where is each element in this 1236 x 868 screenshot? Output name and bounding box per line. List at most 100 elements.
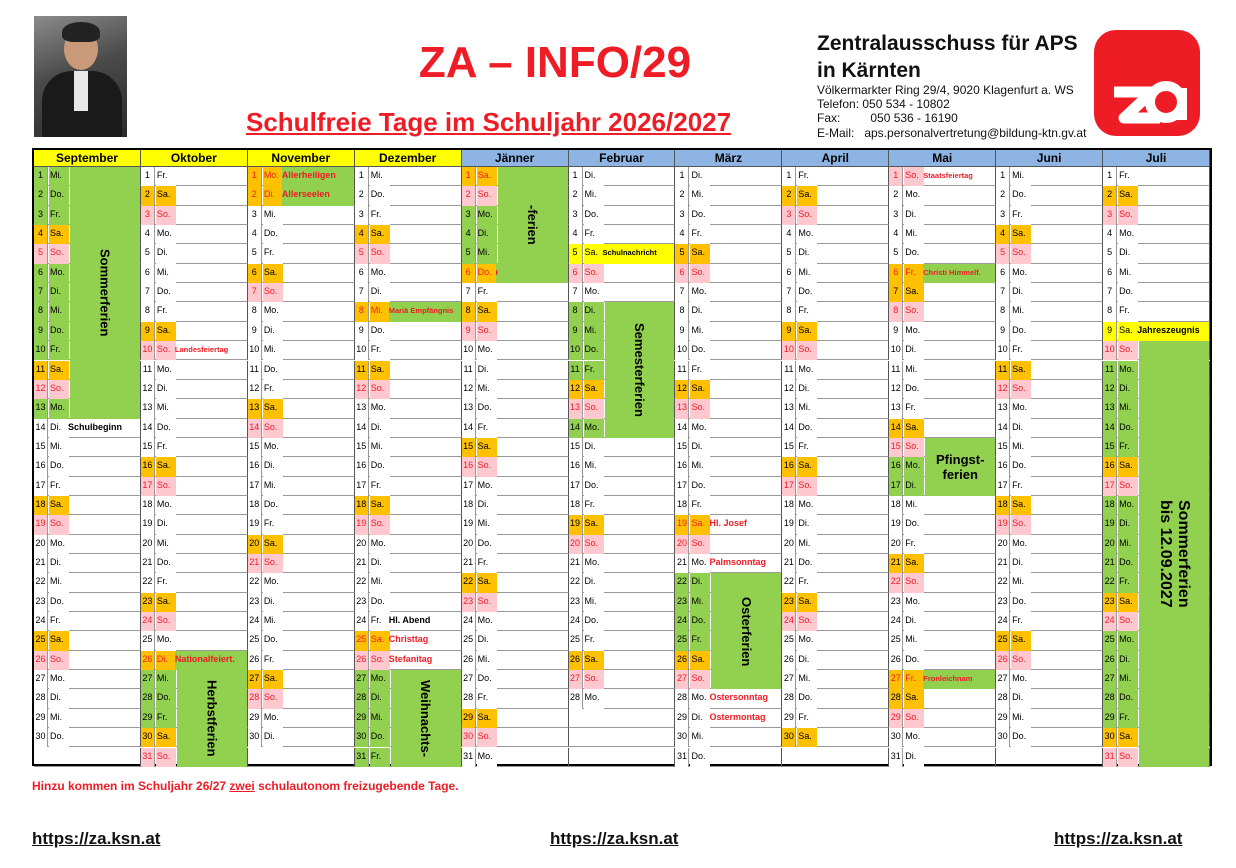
weekday-label: Mo. xyxy=(49,263,69,284)
weekday-label: Sa. xyxy=(904,689,925,709)
weekday-label: Fr. xyxy=(1011,205,1032,226)
day-number: 19 xyxy=(996,515,1011,535)
day-row xyxy=(782,747,890,767)
org-line-2: in Kärnten xyxy=(817,59,921,82)
day-number: 18 xyxy=(889,495,904,516)
day-row xyxy=(996,418,1104,438)
weekday-label: Sa. xyxy=(583,379,604,400)
month-header: Juni xyxy=(996,150,1104,167)
weekday-label: Mo. xyxy=(262,167,283,187)
day-number: 4 xyxy=(675,225,690,245)
day-row xyxy=(140,631,248,651)
day-row xyxy=(675,225,783,245)
day-number: 16 xyxy=(782,457,797,477)
weekday-label: Fr. xyxy=(262,650,283,671)
day-number: 17 xyxy=(140,476,155,496)
day-number: 22 xyxy=(354,573,369,593)
day-row xyxy=(889,244,997,264)
weekday-label: Mo. xyxy=(476,747,497,767)
website-link-right[interactable]: https://za.ksn.at xyxy=(1054,829,1183,848)
page-title: ZA – INFO/29 xyxy=(418,38,692,87)
weekday-label: Sa. xyxy=(797,592,818,613)
weekday-label: Do. xyxy=(155,283,176,303)
weekday-label: Mi. xyxy=(155,534,176,554)
day-number: 5 xyxy=(34,244,48,264)
weekday-label: Fr. xyxy=(1011,476,1032,496)
weekday-label: Mo. xyxy=(1011,534,1032,554)
day-number: 18 xyxy=(782,495,797,516)
day-number: 20 xyxy=(889,534,904,554)
day-row xyxy=(782,437,890,458)
day-row xyxy=(675,205,783,226)
weekday-label: So. xyxy=(155,205,176,226)
weekday-label: Fr. xyxy=(476,554,497,574)
day-number: 3 xyxy=(782,205,797,226)
day-row xyxy=(675,379,783,400)
day-number: 29 xyxy=(996,708,1011,729)
event-label: Christtag xyxy=(388,634,429,645)
weekday-label: Fr. xyxy=(49,341,69,361)
day-number: 16 xyxy=(568,457,583,477)
day-number: 23 xyxy=(354,592,369,613)
day-row xyxy=(354,360,462,380)
weekday-label: Fr. xyxy=(1011,612,1032,632)
weekday-label: Do. xyxy=(1011,728,1032,748)
day-row xyxy=(568,283,676,303)
day-number: 7 xyxy=(568,283,583,303)
day-number: 8 xyxy=(247,302,262,322)
weekday-label: Fr. xyxy=(1118,437,1139,458)
day-row xyxy=(354,399,462,419)
day-number: 21 xyxy=(675,554,690,574)
day-number: 19 xyxy=(34,515,48,535)
day-row xyxy=(354,554,462,574)
day-row xyxy=(247,650,355,671)
event-label: Allerseelen xyxy=(281,186,354,206)
weekday-label: Mo. xyxy=(690,283,711,303)
weekday-label: Do. xyxy=(476,534,497,554)
weekday-label: Mi. xyxy=(797,670,818,690)
day-row xyxy=(354,341,462,361)
day-row xyxy=(889,186,997,206)
day-row xyxy=(247,708,355,729)
day-row xyxy=(675,689,783,709)
weekday-label: Do. xyxy=(369,728,390,748)
weekday-label: Sa. xyxy=(369,360,390,380)
weekday-label: Sa. xyxy=(583,650,604,671)
day-number: 16 xyxy=(675,457,690,477)
day-row xyxy=(34,708,141,729)
day-row xyxy=(461,341,569,361)
day-row xyxy=(568,631,676,651)
weekday-label: Do. xyxy=(1011,457,1032,477)
weekday-label: Di. xyxy=(904,341,925,361)
day-number: 2 xyxy=(889,186,904,206)
weekday-label: Fr. xyxy=(155,573,176,593)
day-row xyxy=(568,167,676,187)
website-link-center[interactable]: https://za.ksn.at xyxy=(550,829,679,848)
weekday-label: Sa. xyxy=(155,457,176,477)
weekday-label: Di. xyxy=(1011,283,1032,303)
day-row xyxy=(247,302,355,322)
school-calendar: September 1 Mi. 2 Do. 3 Fr. 4 Sa. 5 So. 6 Mo. 7 Di. 8 Mi… xyxy=(32,148,1212,767)
day-number: 15 xyxy=(568,437,583,458)
weekday-label: Fr. xyxy=(583,631,604,651)
day-number: 18 xyxy=(568,495,583,516)
day-number: 23 xyxy=(140,592,155,613)
day-row xyxy=(247,399,355,419)
day-number: 19 xyxy=(782,515,797,535)
holiday-block: -ferien xyxy=(497,167,568,284)
day-row xyxy=(568,225,676,245)
day-number: 31 xyxy=(1103,747,1118,767)
day-number: 8 xyxy=(1103,302,1118,322)
day-row xyxy=(34,670,141,690)
day-number: 11 xyxy=(568,360,583,380)
website-link-left[interactable]: https://za.ksn.at xyxy=(32,829,161,848)
weekday-label: Di. xyxy=(904,205,925,226)
weekday-label: So. xyxy=(797,476,818,496)
day-row xyxy=(782,360,890,380)
day-number: 5 xyxy=(1103,244,1118,264)
day-row xyxy=(354,321,462,342)
day-row xyxy=(461,457,569,477)
weekday-label: Fr. xyxy=(369,341,390,361)
day-number: 4 xyxy=(34,225,48,245)
organization-name: Zentralausschuss für APS in Kärnten xyxy=(817,30,1078,84)
